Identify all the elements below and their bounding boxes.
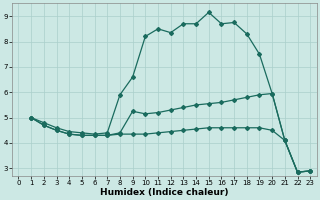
- X-axis label: Humidex (Indice chaleur): Humidex (Indice chaleur): [100, 188, 228, 197]
